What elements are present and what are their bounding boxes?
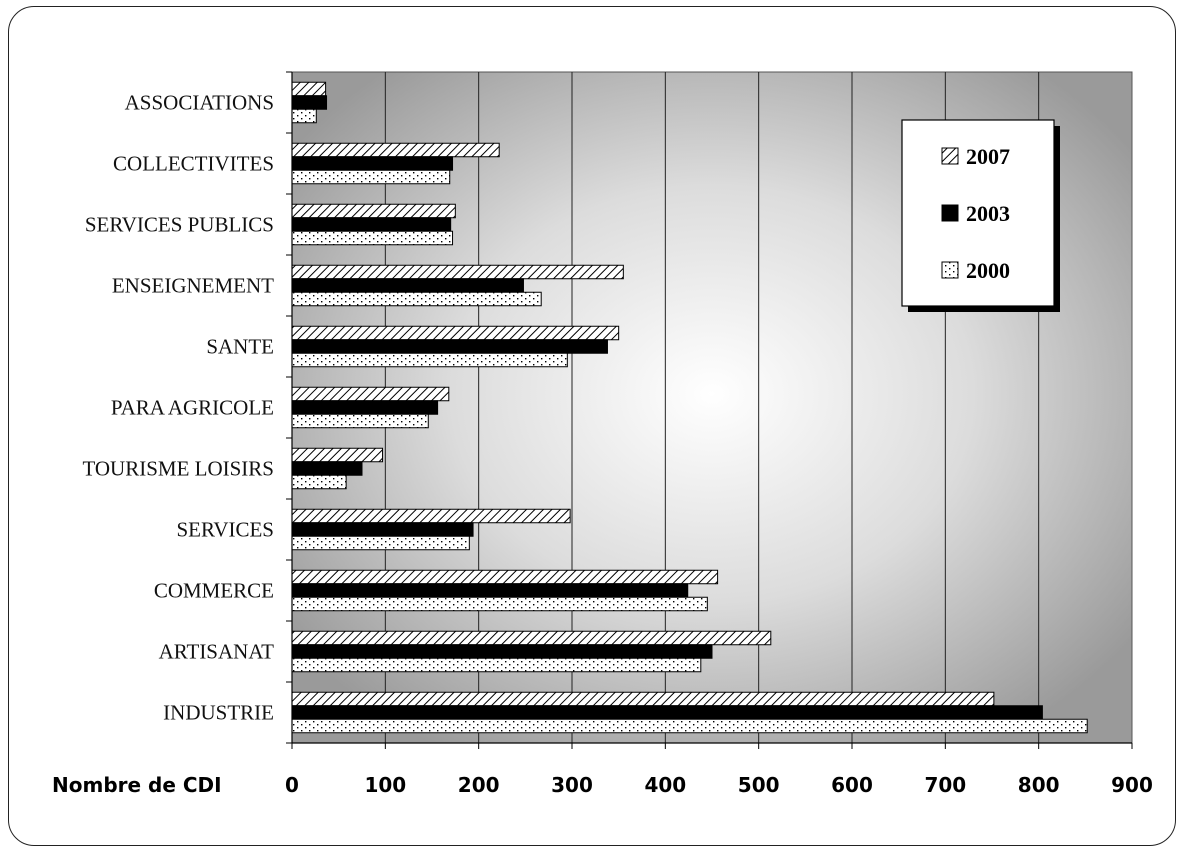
bar-2003-industrie [291,705,1043,720]
bar-2003-tourisme-loisirs [291,461,363,476]
bar-2007-commerce [291,569,719,585]
x-tick-label: 700 [924,773,966,797]
bar-2003-associations [291,95,328,110]
category-label: TOURISME LOISIRS [82,457,274,481]
bar-2000-commerce [291,596,708,612]
bar-2007-tourisme-loisirs [291,447,384,463]
bar-2000-enseignement [291,291,542,307]
bar-2007-industrie [291,691,995,707]
bar-2007-sante [291,325,620,341]
bar-2007-para-agricole [291,386,450,402]
x-tick-labels: 0 100 200 300 400 500 600 700 800 900 [285,773,1153,797]
x-tick-label: 400 [644,773,686,797]
bar-2007-services-publics [291,203,456,219]
category-label: ARTISANAT [159,640,275,664]
bar-2007-artisanat [291,630,772,646]
x-axis-title: Nombre de CDI [52,773,222,797]
x-tick-label: 300 [551,773,593,797]
category-label: ASSOCIATIONS [125,91,274,115]
legend-label-2007: 2007 [966,144,1010,169]
bar-2003-para-agricole [291,400,439,415]
legend-box [901,119,1055,307]
legend-swatch-2007 [941,147,959,165]
x-tick-label: 200 [458,773,500,797]
bar-2000-sante [291,352,568,368]
bar-2003-enseignement [291,278,524,293]
bar-2003-services [291,522,474,537]
x-tick-label: 100 [364,773,406,797]
bar-2003-services-publics [291,217,452,232]
bar-2000-collectivites [291,169,451,185]
x-tick-label: 0 [285,773,299,797]
category-label: SERVICES [176,518,274,542]
legend-swatch-2000 [941,261,959,279]
legend: 2007 2003 2000 [901,119,1060,312]
bar-2000-associations [291,108,317,124]
bar-2007-enseignement [291,264,624,280]
x-tick-label: 600 [831,773,873,797]
bar-2000-tourisme-loisirs [291,474,347,490]
legend-swatch-2003 [941,204,959,222]
legend-label-2003: 2003 [966,201,1010,226]
category-label: SERVICES PUBLICS [85,213,274,237]
x-tick-label: 900 [1111,773,1153,797]
bar-2000-artisanat [291,657,702,673]
category-label: SANTE [206,335,274,359]
bar-2007-services [291,508,571,524]
category-label: PARA AGRICOLE [111,396,274,420]
bar-2000-services-publics [291,230,454,246]
bar-2003-commerce [291,583,689,598]
bar-2000-services [291,535,470,551]
legend-label-2000: 2000 [966,258,1010,283]
bar-2007-associations [291,81,327,97]
category-label: COMMERCE [154,579,274,603]
axes [286,71,1133,749]
x-tick-label: 800 [1018,773,1060,797]
bar-2000-para-agricole [291,413,429,429]
category-label: COLLECTIVITES [113,152,274,176]
bar-2003-collectivites [291,156,454,171]
bar-2003-sante [291,339,608,354]
bar-2007-collectivites [291,142,500,158]
bar-2000-industrie [291,718,1088,734]
category-labels: ASSOCIATIONS COLLECTIVITES SERVICES PUBLIC… [82,91,274,725]
bars [291,81,1088,734]
category-label: ENSEIGNEMENT [112,274,274,298]
category-label: INDUSTRIE [163,701,274,725]
bar-2003-artisanat [291,644,713,659]
x-tick-label: 500 [738,773,780,797]
